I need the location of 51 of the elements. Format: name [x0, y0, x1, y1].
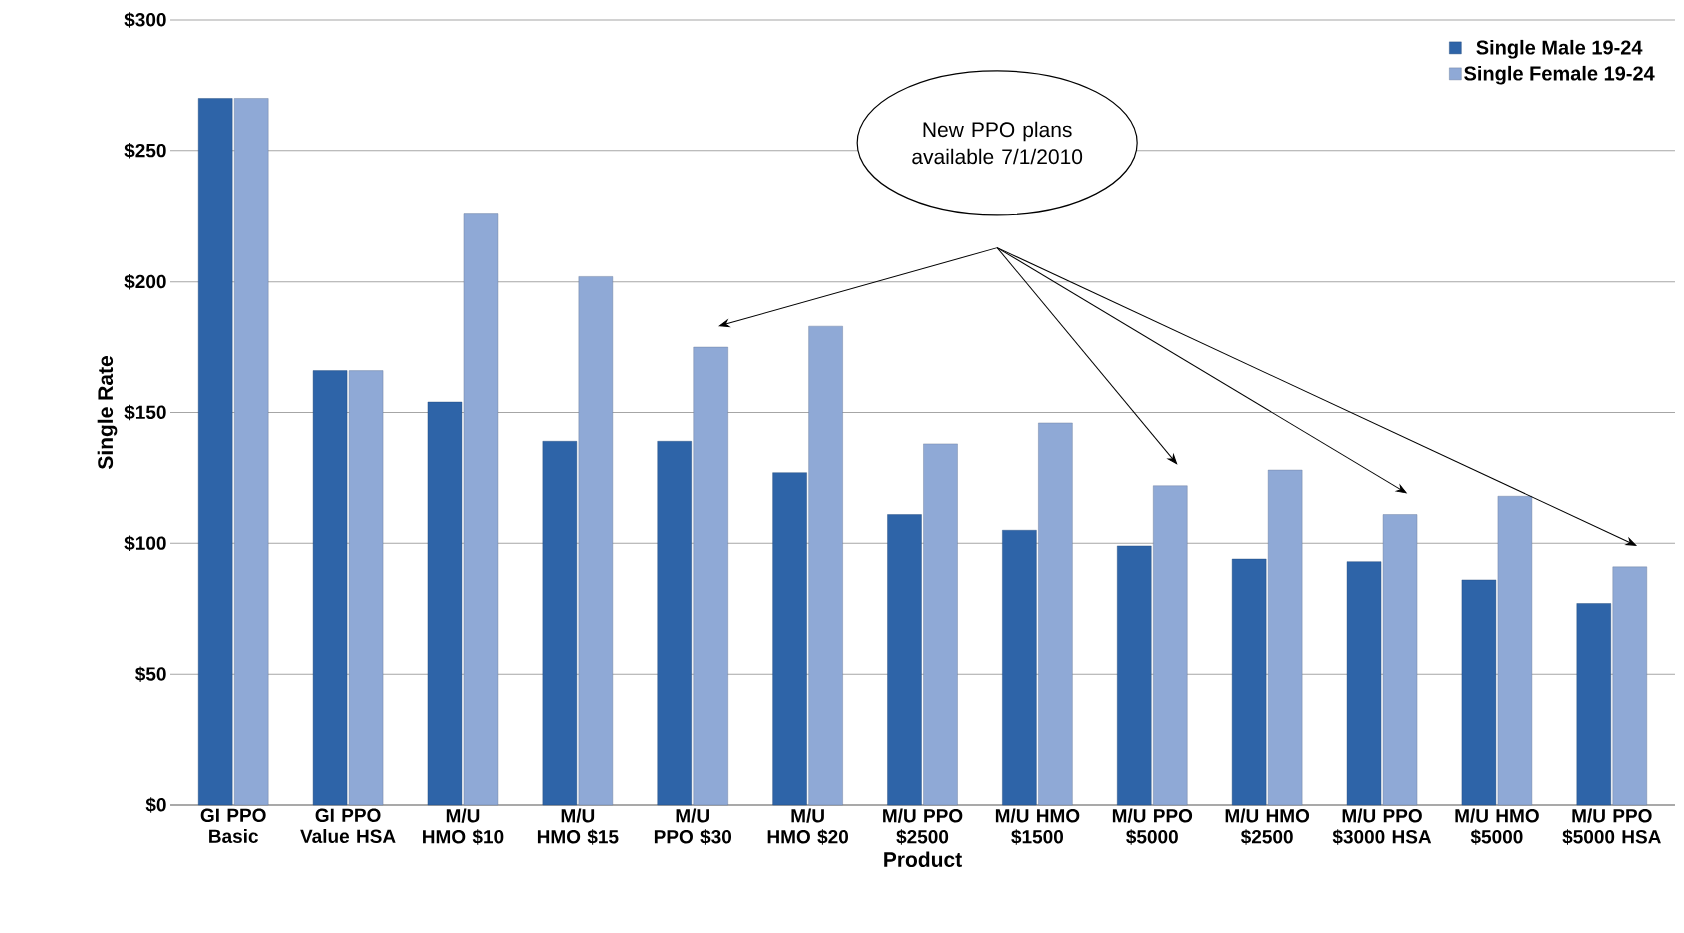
- y-axis-title: Single Rate: [97, 356, 118, 470]
- y-tick-label: $100: [124, 535, 166, 552]
- bar: [1267, 469, 1303, 806]
- y-tick-label: $150: [124, 404, 166, 421]
- x-tick-label: M/U PPO $5000: [1112, 808, 1193, 845]
- bar: [693, 346, 728, 806]
- bar: [808, 325, 843, 806]
- bar: [463, 213, 499, 806]
- bar: [772, 472, 807, 806]
- bar: [1117, 545, 1152, 806]
- y-tick-label: $300: [124, 12, 166, 28]
- bar: [923, 443, 958, 806]
- x-tick-label: M/U HMO $15: [537, 808, 619, 845]
- x-tick-label: M/U PPO $3000 HSA: [1332, 808, 1432, 845]
- x-tick-label: M/U PPO $5000 HSA: [1562, 808, 1661, 845]
- bar: [1346, 561, 1382, 806]
- legend-label: Single Male 19-24: [1476, 39, 1643, 59]
- bar: [1002, 530, 1037, 806]
- bar: [233, 98, 269, 806]
- x-tick-label: GI PPO Value HSA: [300, 808, 396, 843]
- x-tick-label: M/U PPO $30: [654, 808, 732, 845]
- bar: [1382, 514, 1418, 806]
- bar: [1461, 579, 1497, 806]
- bar: [578, 276, 614, 806]
- bar: [1231, 558, 1267, 806]
- bar: [312, 370, 348, 806]
- bar: [1576, 603, 1611, 806]
- legend-label: Single Female 19-24: [1464, 65, 1655, 85]
- bar: [1497, 496, 1533, 806]
- bar: [1153, 485, 1188, 806]
- bar: [657, 441, 692, 806]
- x-axis-title: Product: [884, 851, 962, 867]
- x-tick-label: M/U HMO $2500: [1225, 808, 1310, 845]
- bar: [1038, 422, 1073, 806]
- x-tick-label: M/U HMO $10: [423, 808, 504, 845]
- y-tick-label: $250: [124, 143, 166, 159]
- bar: [348, 370, 384, 806]
- x-tick-label: M/U HMO $1500: [995, 808, 1080, 845]
- x-tick-label: M/U HMO $5000: [1455, 808, 1539, 845]
- bar: [197, 98, 233, 806]
- bar: [887, 514, 922, 806]
- annotation: New PPO plans available 7/1/2010: [912, 121, 1083, 165]
- y-tick-label: $50: [135, 666, 166, 682]
- x-tick-label: M/U PPO $2500: [883, 808, 963, 845]
- bar: [542, 441, 578, 806]
- x-tick-label: M/U HMO $20: [767, 808, 848, 845]
- bar: [427, 401, 463, 806]
- y-tick-label: $0: [145, 797, 166, 813]
- x-tick-label: GI PPO Basic: [200, 808, 266, 843]
- bar: [1612, 566, 1647, 806]
- y-tick-label: $200: [124, 273, 166, 290]
